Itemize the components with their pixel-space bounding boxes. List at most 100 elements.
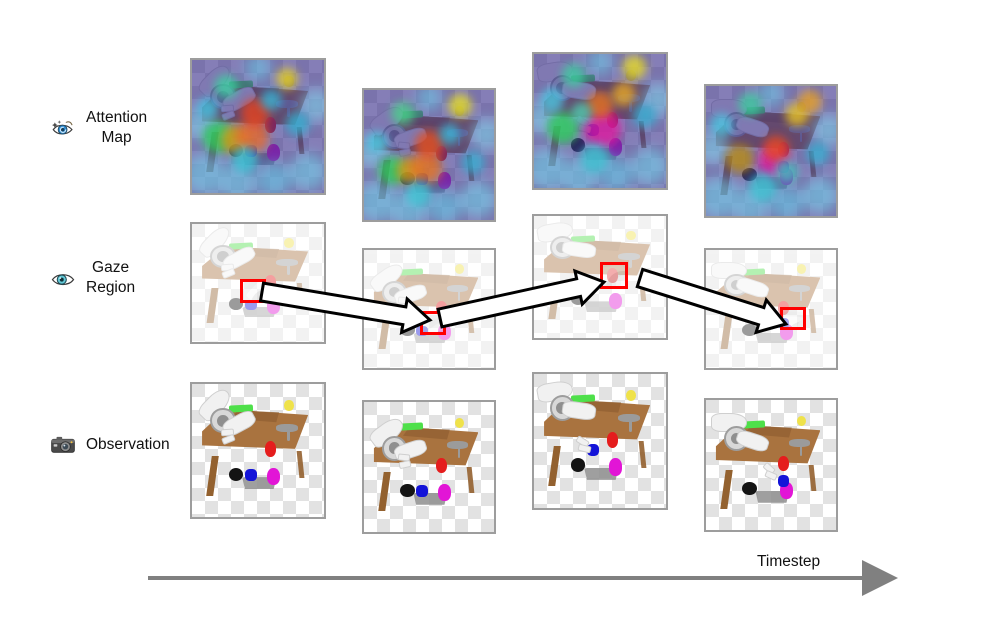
gaze-bounding-box[interactable]	[419, 311, 446, 335]
table-back-panel	[403, 428, 450, 440]
grey-rack-object	[755, 491, 790, 503]
grey-rack-object	[413, 493, 448, 505]
grey-shelf-leg	[799, 290, 803, 301]
gaze-crop	[783, 309, 804, 328]
gaze-region-panel[interactable]	[704, 248, 838, 370]
red-object	[435, 457, 448, 474]
blue-object	[416, 485, 428, 497]
eye-sparkle-icon	[50, 115, 76, 141]
black-object	[400, 324, 415, 337]
scene-render-faded	[706, 250, 836, 368]
yellow-ball-object	[455, 264, 465, 274]
gaze-crop	[603, 265, 625, 287]
scene-render	[534, 374, 666, 508]
scene-render-faded	[364, 250, 494, 368]
observation-panel[interactable]	[532, 372, 668, 510]
grey-shelf-object	[618, 252, 640, 260]
grey-shelf-object	[789, 285, 810, 293]
yellow-ball-object	[797, 415, 807, 426]
gaze-region-panel[interactable]	[190, 222, 326, 344]
robot-arm-joint	[210, 245, 236, 269]
gaze-region-panel[interactable]	[362, 248, 496, 370]
yellow-ball-object	[284, 238, 294, 248]
green-bar-object	[400, 422, 424, 430]
gaze-bounding-box[interactable]	[780, 306, 807, 331]
timestep-axis-label: Timestep	[757, 553, 821, 570]
scene-render	[534, 54, 666, 188]
grey-rack-object	[413, 332, 448, 344]
magenta-object	[609, 458, 623, 476]
attention-heatmap-overlay	[706, 86, 836, 216]
blue-object	[777, 475, 790, 488]
gaze-crop	[422, 314, 443, 332]
row-label-text: Gaze Region	[86, 259, 136, 297]
gaze-crop	[242, 282, 263, 301]
yellow-ball-object	[455, 417, 465, 428]
scene-render	[706, 400, 836, 530]
observation-panel[interactable]	[190, 382, 326, 519]
row-label-observation: Observation	[50, 432, 170, 458]
black-object	[570, 458, 586, 472]
red-object	[606, 431, 619, 448]
row-label-text: Attention Map	[86, 109, 148, 147]
magenta-object	[267, 467, 281, 486]
floor-tiles	[364, 250, 494, 368]
robot-arm-joint	[549, 235, 575, 260]
blue-object	[244, 299, 257, 311]
table-back-panel	[573, 400, 622, 413]
grey-shelf-object	[789, 439, 810, 447]
grey-rack-object	[755, 332, 790, 344]
red-object	[264, 441, 277, 458]
table-back-panel	[231, 247, 280, 258]
scene-render	[192, 60, 324, 193]
grey-shelf-leg	[457, 290, 461, 301]
scene-render-faded	[192, 224, 324, 342]
observation-panel[interactable]	[362, 400, 496, 534]
magenta-object	[609, 292, 623, 309]
attention-map-panel[interactable]	[362, 88, 496, 222]
robot-arm-joint	[604, 272, 625, 287]
grey-shelf-leg	[287, 429, 290, 442]
attention-heatmap-overlay	[534, 54, 666, 188]
black-object	[400, 483, 415, 497]
green-bar-object	[400, 268, 424, 276]
row-label-gaze-region: Gaze Region	[50, 258, 135, 298]
grey-shelf-leg	[799, 444, 803, 456]
yellow-ball-object	[284, 399, 294, 411]
scene-render	[706, 86, 836, 216]
row-label-text: Observation	[86, 435, 170, 453]
grey-shelf-leg	[629, 257, 632, 269]
grey-shelf-leg	[457, 446, 461, 458]
black-object	[742, 324, 757, 337]
table-back-panel	[573, 240, 622, 252]
magenta-object	[438, 483, 452, 501]
table-back-panel	[745, 426, 792, 438]
grey-shelf-object	[276, 259, 298, 267]
grey-shelf-object	[447, 441, 468, 449]
attention-heatmap-overlay	[364, 90, 494, 220]
black-object	[228, 298, 244, 311]
scene-render	[364, 90, 494, 220]
scene-render	[192, 384, 324, 517]
red-object	[264, 274, 277, 289]
table-top	[783, 317, 804, 328]
row-label-attention-map: Attention Map	[50, 108, 147, 148]
eye-icon	[50, 265, 76, 291]
black-object	[228, 467, 244, 482]
gaze-bounding-box[interactable]	[239, 279, 266, 304]
observation-panel[interactable]	[704, 398, 838, 532]
yellow-ball-object	[626, 390, 636, 401]
yellow-ball-object	[626, 230, 636, 241]
floor-tiles	[364, 402, 494, 532]
red-object	[777, 455, 790, 472]
attention-map-panel[interactable]	[190, 58, 326, 195]
attention-map-panel[interactable]	[704, 84, 838, 218]
scene-render	[364, 402, 494, 532]
gaze-region-panel[interactable]	[532, 214, 668, 340]
gaze-bounding-box[interactable]	[600, 262, 628, 290]
table-back-panel	[403, 273, 450, 284]
attention-map-panel[interactable]	[532, 52, 668, 190]
grey-shelf-leg	[629, 419, 632, 432]
camera-icon	[50, 432, 76, 458]
